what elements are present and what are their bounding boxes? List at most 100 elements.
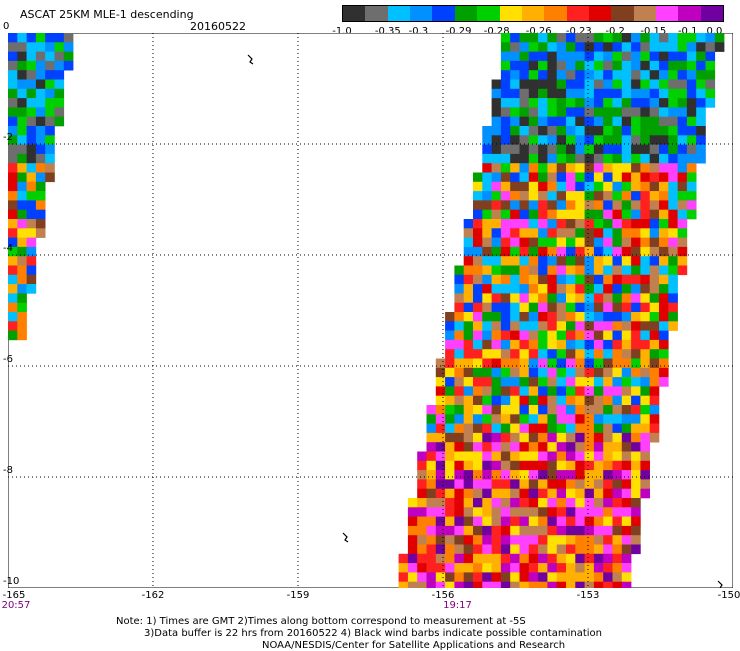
swath-cell xyxy=(593,321,604,331)
swath-cell xyxy=(612,581,623,588)
swath-cell xyxy=(612,414,623,424)
swath-cell xyxy=(696,153,706,164)
swath-cell xyxy=(631,70,641,80)
swath-cell xyxy=(603,312,613,322)
swath-cell xyxy=(556,451,567,462)
swath-cell xyxy=(603,237,613,248)
swath-cell xyxy=(612,60,623,71)
swath-cell xyxy=(547,525,557,536)
swath-cell xyxy=(621,367,632,378)
swath-cell xyxy=(8,246,18,257)
swath-cell xyxy=(659,265,669,276)
swath-cell xyxy=(528,284,539,294)
swath-cell xyxy=(575,144,585,155)
swath-cell xyxy=(584,386,595,396)
swath-cell xyxy=(435,525,446,536)
swath-cells xyxy=(8,33,725,588)
swath-cell xyxy=(593,274,604,285)
swath-cell xyxy=(603,349,613,359)
swath-cell xyxy=(519,358,530,369)
swath-cell xyxy=(538,163,548,173)
color-swatch xyxy=(477,6,500,21)
swath-cell xyxy=(621,544,632,555)
swath-cell xyxy=(528,33,539,43)
swath-cell xyxy=(659,219,669,229)
swath-cell xyxy=(473,488,483,499)
swath-cell xyxy=(547,414,557,424)
swath-cell xyxy=(426,488,437,499)
swath-cell xyxy=(54,33,65,43)
swath-cell xyxy=(519,191,530,201)
swath-cell xyxy=(547,181,557,192)
swath-cell xyxy=(705,70,716,80)
swath-cell xyxy=(538,339,548,350)
swath-cell xyxy=(407,563,418,573)
swath-cell xyxy=(491,516,502,527)
swath-cell xyxy=(621,581,632,588)
swath-cell xyxy=(463,553,474,564)
swath-cell xyxy=(445,405,455,415)
note-line-1: Note: 1) Times are GMT 2)Times along bot… xyxy=(116,616,526,627)
swath-cell xyxy=(473,572,483,582)
swath-cell xyxy=(649,181,660,192)
swath-cell xyxy=(603,442,613,452)
swath-cell xyxy=(17,265,27,276)
swath-cell xyxy=(454,395,464,406)
swath-cell xyxy=(17,51,27,62)
swath-cell xyxy=(510,432,520,443)
swath-cell xyxy=(659,135,669,145)
swath-cell xyxy=(705,98,716,108)
swath-cell xyxy=(603,470,613,480)
swath-cell xyxy=(584,219,595,229)
color-swatch xyxy=(521,6,545,21)
swath-cell xyxy=(510,544,520,555)
swath-cell xyxy=(584,107,595,117)
swath-cell xyxy=(547,321,557,331)
swath-cell xyxy=(491,544,502,555)
swath-cell xyxy=(473,414,483,424)
swath-cell xyxy=(556,349,567,359)
swath-cell xyxy=(547,219,557,229)
swath-cell xyxy=(528,302,539,313)
swath-cell xyxy=(621,349,632,359)
swath-cell xyxy=(603,525,613,536)
swath-cell xyxy=(8,172,18,183)
swath-cell xyxy=(612,423,623,434)
swath-cell xyxy=(35,33,46,43)
swath-cell xyxy=(584,126,595,136)
swath-cell xyxy=(473,525,483,536)
swath-cell xyxy=(621,460,632,471)
swath-cell xyxy=(584,442,595,452)
swath-cell xyxy=(500,563,511,573)
swath-cell xyxy=(640,107,650,117)
swath-cell xyxy=(547,153,557,164)
swath-cell xyxy=(575,442,585,452)
swath-cell xyxy=(575,377,585,387)
swath-cell xyxy=(491,116,502,127)
swath-cell xyxy=(649,256,660,266)
swath-cell xyxy=(593,470,604,480)
swath-cell xyxy=(519,339,530,350)
swath-cell xyxy=(528,442,539,452)
swath-cell xyxy=(640,386,650,396)
swath-cell xyxy=(473,442,483,452)
swath-cell xyxy=(547,572,557,582)
swath-cell xyxy=(482,330,492,341)
time-label: 19:17 xyxy=(443,600,472,611)
swath-cell xyxy=(621,33,632,43)
swath-cell xyxy=(575,432,585,443)
swath-cell xyxy=(593,163,604,173)
swath-cell xyxy=(584,51,595,62)
swath-cell xyxy=(473,367,483,378)
swath-cell xyxy=(26,60,37,71)
swath-cell xyxy=(500,79,511,90)
swath-cell xyxy=(519,488,530,499)
swath-cell xyxy=(547,163,557,173)
swath-cell xyxy=(417,535,427,545)
swath-cell xyxy=(547,386,557,396)
swath-cell xyxy=(445,516,455,527)
swath-cell xyxy=(621,163,632,173)
swath-cell xyxy=(547,488,557,499)
swath-cell xyxy=(621,42,632,52)
swath-cell xyxy=(584,284,595,294)
